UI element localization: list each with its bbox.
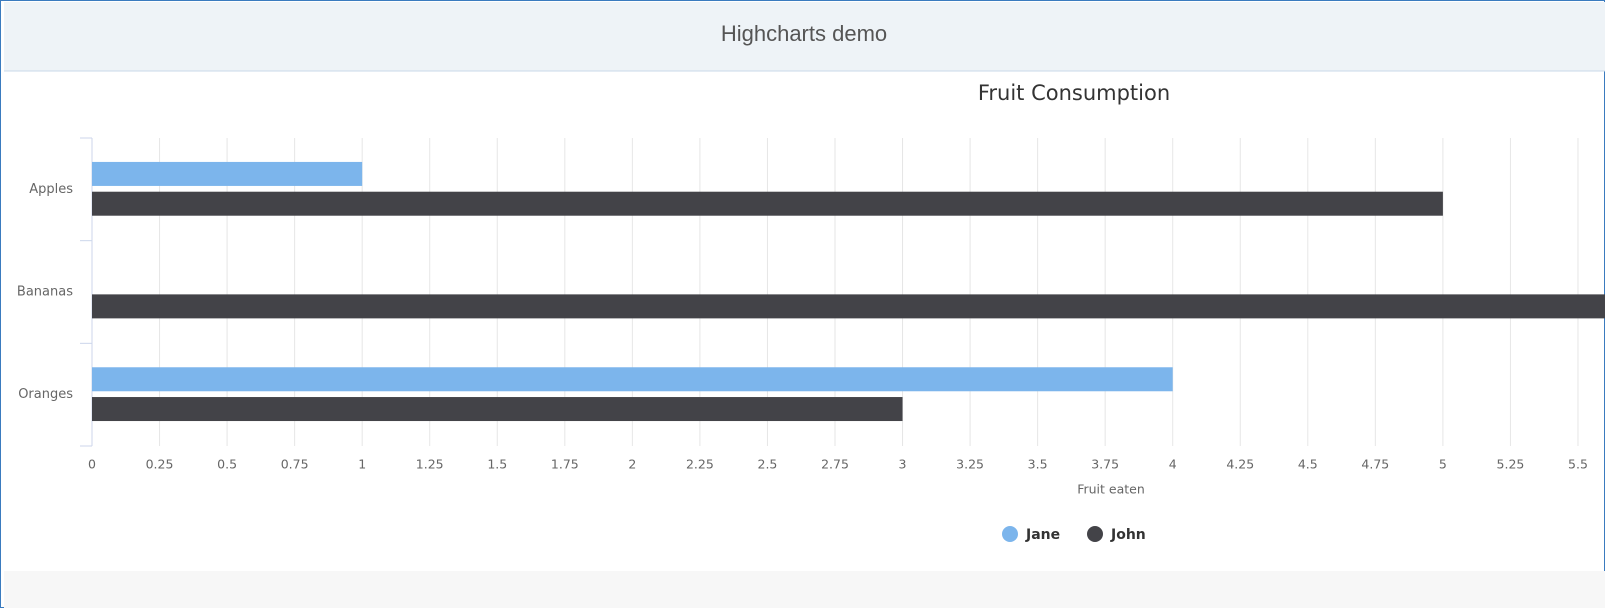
x-tick-label: 4.25 xyxy=(1226,457,1254,472)
x-tick-label: 4.75 xyxy=(1361,457,1389,472)
plot-area xyxy=(92,161,1605,422)
x-tick-label: 0.25 xyxy=(146,457,174,472)
x-tick-label: 3 xyxy=(899,457,907,472)
footer-band xyxy=(4,571,1605,608)
y-tick-label: Bananas xyxy=(17,285,73,300)
legend-marker xyxy=(1087,526,1103,542)
x-tick-label: 3.75 xyxy=(1091,457,1119,472)
bar xyxy=(92,161,363,186)
bar xyxy=(92,294,1605,319)
x-tick-label: 1.25 xyxy=(416,457,444,472)
bar xyxy=(92,367,1173,392)
x-tick-label: 0.5 xyxy=(217,457,237,472)
x-tick-label: 1.5 xyxy=(487,457,507,472)
x-tick-label: 5.25 xyxy=(1497,457,1525,472)
x-tick-label: 5 xyxy=(1439,457,1447,472)
x-tick-label: 4.5 xyxy=(1298,457,1318,472)
x-tick-label: 3.25 xyxy=(956,457,984,472)
legend-marker xyxy=(1002,526,1018,542)
x-tick-label: 1.75 xyxy=(551,457,579,472)
bar xyxy=(92,397,903,422)
legend-label[interactable]: Jane xyxy=(1025,527,1060,543)
x-tick-label: 4 xyxy=(1169,457,1177,472)
x-tick-label: 0.75 xyxy=(281,457,309,472)
x-tick-label: 0 xyxy=(88,457,96,472)
x-axis-title: Fruit eaten xyxy=(1077,482,1145,497)
bar xyxy=(92,191,1443,216)
chart-title: Fruit Consumption xyxy=(978,81,1170,105)
header-band xyxy=(4,2,1605,71)
x-tick-label: 2 xyxy=(628,457,636,472)
x-tick-label: 2.75 xyxy=(821,457,849,472)
x-tick-label: 2.25 xyxy=(686,457,714,472)
x-tick-label: 2.5 xyxy=(758,457,778,472)
x-tick-label: 3.5 xyxy=(1028,457,1048,472)
y-tick-label: Oranges xyxy=(18,387,73,402)
y-tick-label: Apples xyxy=(29,182,73,197)
x-tick-label: 1 xyxy=(358,457,366,472)
x-tick-label: 5.5 xyxy=(1568,457,1588,472)
legend-label[interactable]: John xyxy=(1110,527,1146,543)
page-title: Highcharts demo xyxy=(721,21,887,46)
